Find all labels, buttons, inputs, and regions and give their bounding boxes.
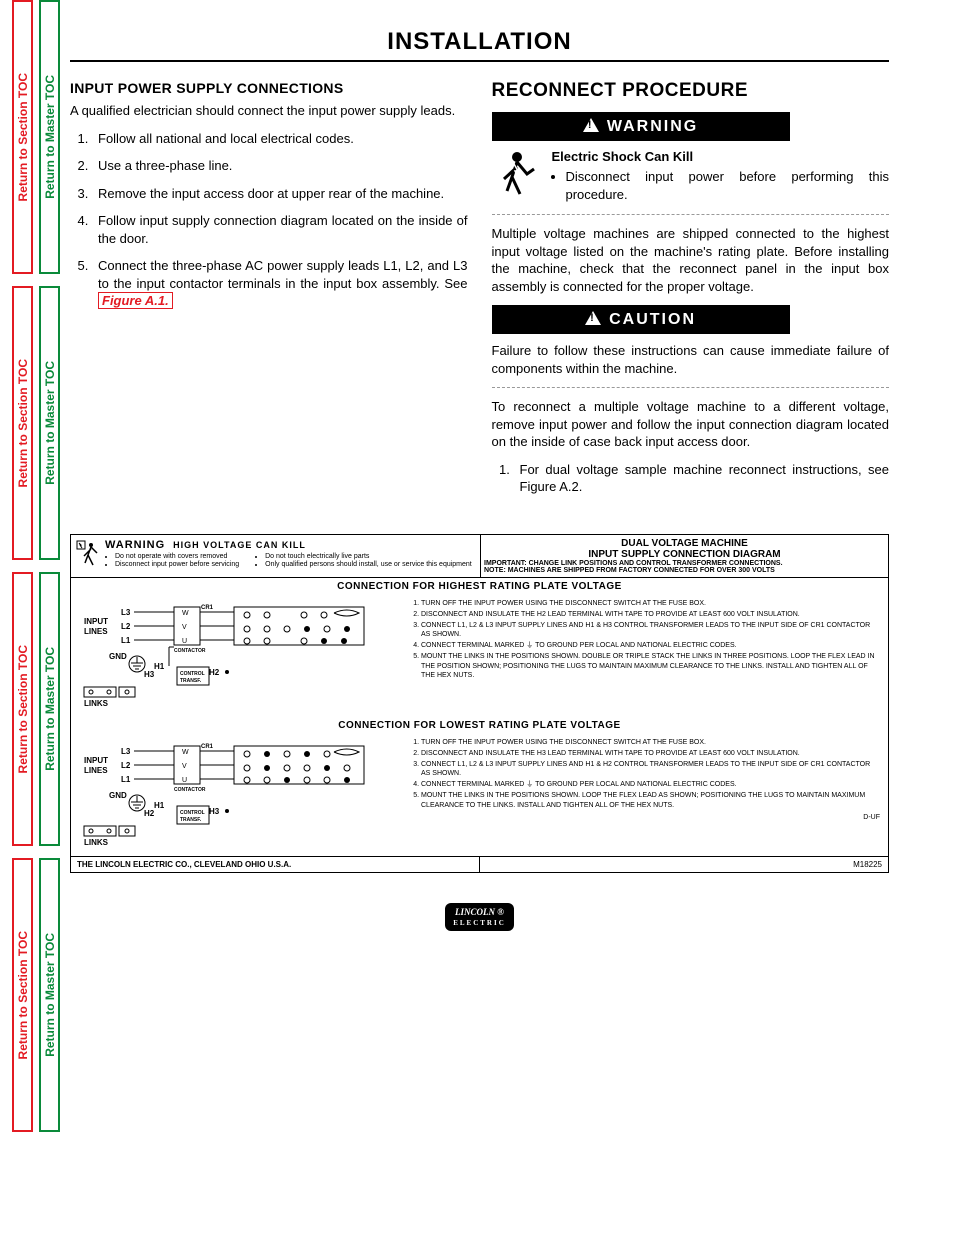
caution-icon — [585, 311, 601, 325]
svg-text:TRANSF.: TRANSF. — [180, 817, 202, 823]
left-intro: A qualified electrician should connect t… — [70, 102, 468, 120]
tab-section-toc-1[interactable]: Return to Section TOC — [12, 0, 33, 274]
svg-text:CR1: CR1 — [201, 605, 214, 611]
svg-text:H3: H3 — [144, 670, 155, 679]
svg-text:H1: H1 — [154, 801, 165, 810]
svg-text:LINKS: LINKS — [84, 699, 109, 708]
shock-title: Electric Shock Can Kill — [552, 149, 890, 164]
circuit-highest: INPUT LINES L3 L2 L1 GND WVU CR1 CONTACT… — [79, 599, 399, 709]
left-heading: INPUT POWER SUPPLY CONNECTIONS — [70, 80, 468, 96]
instructions-lowest: TURN OFF THE INPUT POWER USING THE DISCO… — [407, 738, 880, 848]
svg-text:L2: L2 — [121, 761, 131, 770]
svg-text:GND: GND — [109, 652, 127, 661]
circuit-lowest: INPUT LINES L3 L2 L1 GND WVU CR1 CONTACT… — [79, 738, 399, 848]
svg-text:CONTACTOR: CONTACTOR — [174, 787, 206, 793]
divider-1 — [492, 214, 890, 215]
svg-text:CONTROL: CONTROL — [180, 810, 205, 816]
right-heading: RECONNECT PROCEDURE — [492, 80, 890, 102]
svg-text:L2: L2 — [121, 622, 131, 631]
step-3: Remove the input access door at upper re… — [92, 185, 468, 203]
shock-bullet: Disconnect input power before performing… — [566, 168, 890, 203]
diagram-section1-title: CONNECTION FOR HIGHEST RATING PLATE VOLT… — [71, 578, 888, 595]
diagram-title-block: DUAL VOLTAGE MACHINE INPUT SUPPLY CONNEC… — [481, 535, 888, 577]
svg-text:TRANSF.: TRANSF. — [180, 678, 202, 684]
lincoln-logo: LINCOLN ®ELECTRIC — [70, 903, 889, 931]
svg-text:L1: L1 — [121, 636, 131, 645]
step-5: Connect the three-phase AC power supply … — [92, 257, 468, 310]
divider-2 — [492, 387, 890, 388]
warning-banner: WARNING — [492, 112, 790, 141]
diagram-section2-title: CONNECTION FOR LOWEST RATING PLATE VOLTA… — [71, 717, 888, 734]
left-column: INPUT POWER SUPPLY CONNECTIONS A qualifi… — [70, 80, 468, 506]
step-4: Follow input supply connection diagram l… — [92, 212, 468, 247]
page-title: INSTALLATION — [70, 28, 889, 56]
step-2: Use a three-phase line. — [92, 157, 468, 175]
svg-text:W: W — [182, 749, 189, 756]
diagram-footer: THE LINCOLN ELECTRIC CO., CLEVELAND OHIO… — [71, 856, 888, 872]
tab-master-toc-3[interactable]: Return to Master TOC — [39, 572, 60, 846]
tab-section-toc-2[interactable]: Return to Section TOC — [12, 286, 33, 560]
svg-text:V: V — [182, 624, 187, 631]
svg-text:H2: H2 — [209, 668, 220, 677]
svg-text:W: W — [182, 610, 189, 617]
left-steps: Follow all national and local electrical… — [70, 130, 468, 310]
tab-master-toc-4[interactable]: Return to Master TOC — [39, 858, 60, 1132]
svg-text:L3: L3 — [121, 747, 131, 756]
connection-diagram: WARNINGHIGH VOLTAGE CAN KILL Do not oper… — [70, 534, 889, 873]
svg-text:L1: L1 — [121, 775, 131, 784]
svg-text:U: U — [182, 638, 187, 645]
instructions-highest: TURN OFF THE INPUT POWER USING THE DISCO… — [407, 599, 880, 709]
tab-section-toc-4[interactable]: Return to Section TOC — [12, 858, 33, 1132]
svg-text:LINKS: LINKS — [84, 838, 109, 847]
svg-text:INPUT: INPUT — [84, 756, 108, 765]
diagram-warning-block: WARNINGHIGH VOLTAGE CAN KILL Do not oper… — [71, 535, 481, 577]
right-para3: To reconnect a multiple voltage machine … — [492, 398, 890, 451]
svg-text:INPUT: INPUT — [84, 617, 108, 626]
shock-icon — [492, 149, 542, 204]
svg-text:LINES: LINES — [84, 766, 108, 775]
tab-master-toc-1[interactable]: Return to Master TOC — [39, 0, 60, 274]
svg-text:GND: GND — [109, 791, 127, 800]
warning-row: Electric Shock Can Kill Disconnect input… — [492, 149, 890, 204]
svg-text:H3: H3 — [209, 807, 220, 816]
right-para2: Failure to follow these instructions can… — [492, 342, 890, 377]
svg-text:H2: H2 — [144, 809, 155, 818]
step-1: Follow all national and local electrical… — [92, 130, 468, 148]
svg-text:H1: H1 — [154, 662, 165, 671]
right-column: RECONNECT PROCEDURE WARNING Electric Sho… — [492, 80, 890, 506]
tab-section-toc-3[interactable]: Return to Section TOC — [12, 572, 33, 846]
svg-text:CONTACTOR: CONTACTOR — [174, 648, 206, 654]
svg-text:CR1: CR1 — [201, 744, 214, 750]
svg-text:CONTROL: CONTROL — [180, 671, 205, 677]
svg-text:V: V — [182, 763, 187, 770]
side-tabs: Return to Section TOC Return to Master T… — [12, 0, 60, 1144]
warning-icon — [583, 118, 599, 132]
svg-text:LINES: LINES — [84, 627, 108, 636]
figure-link-a1[interactable]: Figure A.1. — [98, 292, 173, 309]
right-steps: For dual voltage sample machine reconnec… — [492, 461, 890, 496]
right-step-1: For dual voltage sample machine reconnec… — [514, 461, 890, 496]
svg-text:U: U — [182, 777, 187, 784]
title-rule — [70, 60, 889, 62]
caution-banner: CAUTION — [492, 305, 790, 334]
diagram-shock-icon — [75, 539, 99, 569]
right-para1: Multiple voltage machines are shipped co… — [492, 225, 890, 295]
tab-master-toc-2[interactable]: Return to Master TOC — [39, 286, 60, 560]
svg-text:L3: L3 — [121, 608, 131, 617]
